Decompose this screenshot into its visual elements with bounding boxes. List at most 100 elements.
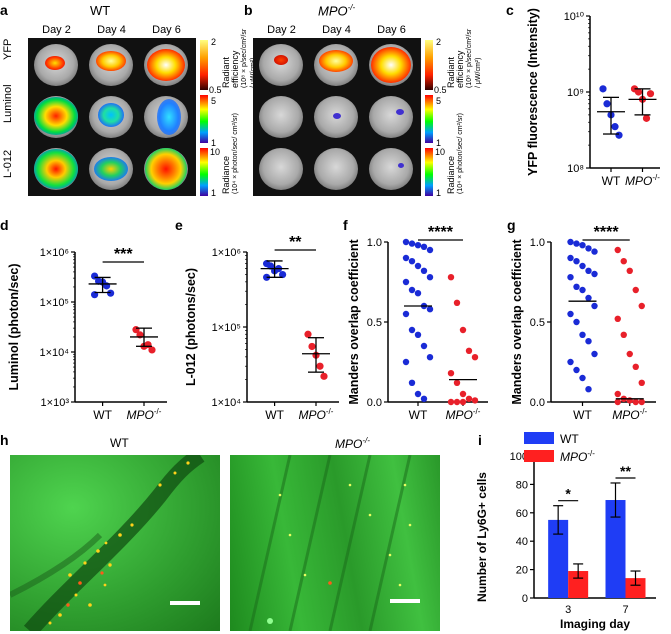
data-point — [420, 267, 428, 274]
data-point — [632, 286, 639, 294]
data-point — [642, 114, 651, 122]
scale-min: 0.5 — [209, 85, 222, 95]
data-point — [591, 302, 598, 310]
data-point — [585, 245, 592, 252]
data-point — [614, 398, 621, 406]
data-point — [646, 90, 655, 98]
panel-f-label: f — [343, 217, 348, 233]
panel-b-days: Day 2 Day 4 Day 6 — [254, 24, 419, 36]
data-point — [308, 342, 316, 351]
colorbar-yfp — [200, 40, 208, 90]
x-tick-label: WT — [602, 174, 621, 188]
panel-a-days: Day 2 Day 4 Day 6 — [29, 24, 194, 36]
y-tick-label: 1×10⁶ — [40, 247, 69, 259]
data-point — [402, 358, 410, 366]
data-point — [620, 331, 627, 338]
y-tick-label: 1×10⁴ — [211, 397, 241, 409]
scale-max: 5 — [436, 96, 442, 106]
data-point — [453, 299, 461, 306]
data-point — [408, 240, 416, 247]
day-label: Day 4 — [322, 24, 351, 36]
data-point — [638, 398, 645, 406]
data-point — [626, 350, 633, 358]
data-point — [453, 398, 461, 406]
panel-a-image-grid — [28, 38, 196, 196]
chart-d: 1×10³ 1×10⁴ 1×10⁵ 1×10⁶ Luminol (photon/sec)… — [7, 246, 167, 422]
y-tick-label: 1×10⁵ — [212, 322, 241, 334]
data-point — [579, 374, 586, 382]
data-point — [579, 242, 586, 249]
panel-g-label: g — [507, 217, 516, 233]
significance-label: **** — [594, 224, 620, 241]
scale-max: 5 — [211, 96, 217, 106]
data-point — [447, 370, 455, 377]
panel-d-label: d — [0, 217, 9, 233]
data-point — [638, 302, 645, 310]
panel-h-left-title: WT — [110, 436, 129, 450]
y-axis-label: Manders overlap coefficient — [510, 239, 524, 405]
x-tick-label: MPO-/- — [625, 173, 660, 188]
data-point — [414, 242, 422, 249]
colorbar-l012 — [425, 148, 433, 196]
x-axis-label: Imaging day — [560, 617, 630, 631]
panel-a-label: a — [0, 2, 8, 18]
significance-label: **** — [428, 224, 454, 241]
data-point — [614, 315, 621, 322]
y-tick-label: 40 — [516, 536, 528, 548]
colorbar-luminol — [425, 95, 433, 143]
data-point — [599, 85, 607, 93]
y-tick-label: 60 — [516, 508, 528, 520]
panel-e-label: e — [175, 217, 183, 233]
data-point — [471, 397, 479, 404]
data-point — [426, 354, 434, 361]
colorbar-luminol — [200, 95, 208, 143]
data-point — [107, 289, 115, 297]
y-tick-label: 1×10⁶ — [212, 247, 241, 259]
panel-b-image-grid — [253, 38, 421, 196]
legend-swatch — [524, 450, 554, 462]
data-point — [579, 331, 586, 338]
scale-radiance-label: Radiance (10⁴ × photon/sec/ cm²/sr) — [221, 112, 239, 194]
day-label: Day 4 — [97, 24, 126, 36]
scale-radiance-label: Radiance (10⁴ × photon/sec/ cm²/sr) — [446, 112, 464, 194]
data-point — [567, 310, 574, 318]
data-point — [611, 123, 619, 131]
data-point — [267, 262, 275, 270]
data-point — [459, 390, 467, 398]
y-tick-label: 1×10³ — [41, 397, 70, 409]
data-point — [408, 286, 416, 294]
x-tick-label: MPO-/- — [612, 407, 647, 422]
colorbar-l012 — [200, 148, 208, 196]
chart-e: 1×10⁴ 1×10⁵ 1×10⁶ L-012 (photons/sec) WT MPO-… — [184, 234, 339, 422]
day-label: Day 6 — [377, 24, 406, 36]
scale-min: 1 — [211, 138, 217, 148]
x-tick-label: MPO-/- — [299, 407, 334, 422]
data-point — [426, 246, 434, 254]
data-point — [614, 246, 621, 254]
data-point — [414, 390, 422, 398]
scale-max: 10 — [210, 147, 221, 157]
y-tick-label: 1×10⁴ — [39, 347, 69, 359]
data-point — [447, 398, 455, 406]
x-tick-label: MPO-/- — [127, 407, 162, 422]
data-point — [465, 395, 473, 402]
y-axis-label: Number of Ly6G+ cells — [475, 472, 489, 602]
chart-c: 10⁸ 10⁹ 10¹⁰ YFP fluorescence (Intensity) WT… — [526, 8, 660, 188]
data-point — [148, 346, 156, 354]
data-point — [408, 379, 416, 386]
data-point — [567, 274, 574, 281]
data-point — [585, 386, 592, 393]
scale-max: 10 — [435, 147, 446, 157]
scale-max: 2 — [436, 37, 442, 47]
y-tick-label: 10⁸ — [567, 163, 584, 175]
y-tick-label: 1.0 — [530, 237, 545, 249]
row-label-yfp: YFP — [2, 38, 14, 60]
y-tick-label: 0.0 — [530, 397, 545, 409]
data-point — [402, 254, 410, 262]
y-tick-label: 0.5 — [530, 317, 545, 329]
data-point — [567, 254, 574, 262]
panel-i-label: i — [478, 432, 482, 448]
legend-swatch — [524, 432, 554, 444]
data-point — [408, 326, 416, 334]
row-label-l012: L-012 — [2, 149, 14, 178]
